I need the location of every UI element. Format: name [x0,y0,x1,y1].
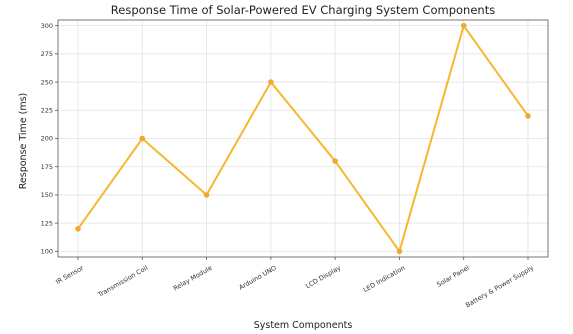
x-axis-label: System Components [254,320,353,331]
y-tick-label: 150 [41,191,53,199]
chart-title: Response Time of Solar-Powered EV Chargi… [111,3,495,17]
x-tick-label: LCD Display [304,264,342,291]
y-axis: 100 125 150 175 200 225 250 275 300 [41,22,58,256]
x-tick-label: IR Sensor [54,264,85,286]
series-line [77,24,529,253]
y-tick-label: 225 [41,106,53,114]
y-tick-label: 100 [41,248,53,256]
x-tick-label: Solar Panel [435,264,470,289]
x-tick-label: Battery & Power Supply [464,264,535,310]
series-layer [75,22,531,255]
x-axis: IR Sensor Transmission Coil Relay Module Ar… [54,257,535,309]
data-point [396,248,403,255]
y-tick-label: 200 [41,135,53,143]
x-tick-label: Transmission Coil [96,264,150,300]
y-tick-label: 300 [41,22,53,30]
data-point [139,135,146,142]
y-tick-label: 250 [41,78,53,86]
data-point [268,79,274,85]
y-axis-label: Response Time (ms) [18,93,29,190]
grid [58,20,548,257]
data-point [525,113,531,119]
data-point [75,225,81,232]
y-tick-label: 125 [41,219,53,227]
data-point [332,158,338,164]
x-tick-label: LED Indication [362,264,407,294]
y-tick-label: 175 [41,163,53,171]
data-point [460,22,467,29]
x-tick-label: Relay Module [172,264,214,293]
data-point [203,192,210,198]
x-tick-label: Arduino UNO [238,264,278,292]
y-tick-label: 275 [41,50,53,58]
